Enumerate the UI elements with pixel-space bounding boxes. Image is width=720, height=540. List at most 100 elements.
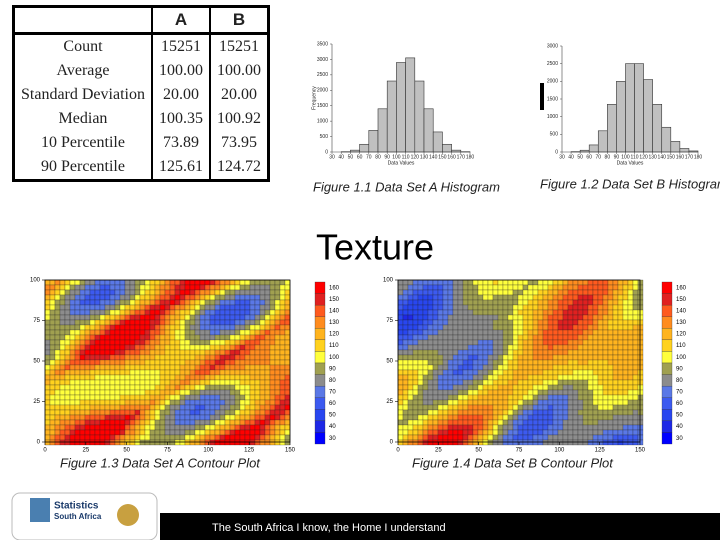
contour-cell [427,349,434,356]
contour-cell [637,424,644,431]
contour-cell [129,284,136,291]
contour-cell [482,364,489,371]
contour-cell [184,309,191,316]
contour-cell [407,379,414,386]
contour-cell [279,354,286,361]
contour-cell [269,364,276,371]
contour-cell [497,404,504,411]
contour-cell [497,284,504,291]
contour-cell [89,359,96,366]
contour-cell [527,374,534,381]
contour-cell [209,319,216,326]
contour-cell [637,379,644,386]
contour-cell [219,329,226,336]
contour-cell [437,324,444,331]
contour-cell [64,349,71,356]
contour-cell [94,389,101,396]
contour-cell [617,409,624,416]
contour-cell [577,334,584,341]
contour-cell [507,364,514,371]
contour-cell [99,344,106,351]
contour-cell [592,344,599,351]
contour-cell [482,409,489,416]
contour-cell [507,314,514,321]
contour-cell [219,394,226,401]
contour-cell [557,409,564,416]
contour-cell [254,314,261,321]
contour-cell [164,434,171,441]
contour-cell [54,329,61,336]
contour-cell [477,319,484,326]
contour-cell [577,379,584,386]
contour-cell [169,304,176,311]
contour-cell [229,284,236,291]
contour-cell [622,414,629,421]
contour-cell [279,439,286,446]
contour-cell [199,349,206,356]
contour-cell [602,289,609,296]
contour-cell [592,299,599,306]
contour-cell [154,354,161,361]
contour-cell [592,379,599,386]
contour-cell [567,399,574,406]
contour-cell [552,279,559,286]
contour-cell [632,399,639,406]
contour-cell [199,319,206,326]
contour-cell [239,384,246,391]
contour-cell [44,354,51,361]
contour-cell [467,284,474,291]
colorbar-swatch [314,409,326,422]
contour-cell [567,434,574,441]
contour-cell [264,419,271,426]
contour-cell [577,364,584,371]
contour-cell [627,419,634,426]
contour-cell [532,359,539,366]
contour-cell [432,439,439,446]
contour-cell [94,359,101,366]
contour-cell [592,319,599,326]
contour-cell [164,299,171,306]
contour-cell [432,339,439,346]
contour-cell [114,329,121,336]
contour-cell [572,334,579,341]
contour-cell [159,339,166,346]
contour-cell [452,349,459,356]
contour-cell [149,419,156,426]
contour-cell [572,399,579,406]
contour-cell [607,354,614,361]
contour-cell [224,399,231,406]
contour-cell [542,294,549,301]
contour-cell [592,419,599,426]
contour-cell [44,324,51,331]
contour-cell [592,374,599,381]
contour-cell [144,389,151,396]
contour-cell [209,344,216,351]
contour-cell [269,409,276,416]
contour-cell [249,409,256,416]
contour-cell [44,414,51,421]
contour-cell [154,434,161,441]
contour-cell [129,349,136,356]
contour-cell [239,334,246,341]
contour-cell [622,304,629,311]
contour-cell [572,424,579,431]
contour-cell [627,294,634,301]
contour-cell [239,399,246,406]
contour-cell [532,414,539,421]
contour-cell [452,284,459,291]
contour-cell [99,409,106,416]
y-tick-label: 3000 [317,57,328,63]
x-tick-label: 170 [685,154,694,160]
contour-cell [84,289,91,296]
contour-cell [239,314,246,321]
contour-cell [99,284,106,291]
table-cell: 125.61 [150,155,210,181]
contour-cell [84,339,91,346]
contour-cell [274,409,281,416]
contour-cell [139,284,146,291]
contour-cell [74,359,81,366]
contour-cell [447,304,454,311]
contour-cell [109,414,116,421]
contour-cell [89,349,96,356]
contour-cell [134,334,141,341]
